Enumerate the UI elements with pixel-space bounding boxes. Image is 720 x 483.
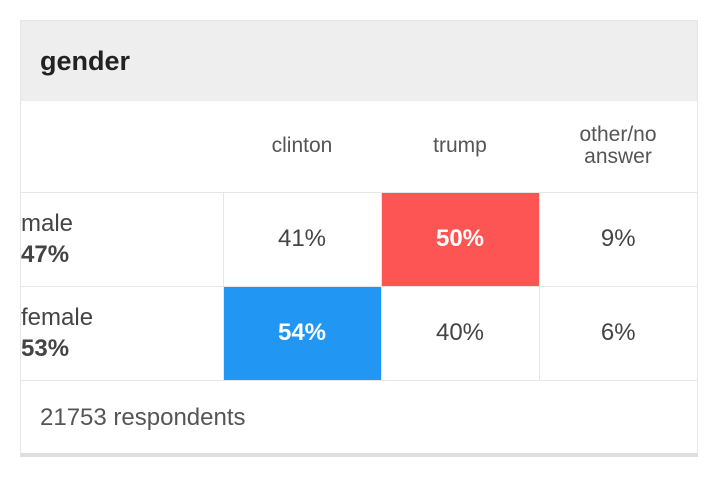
table-row: male 47% 41% 50% 9% (21, 191, 697, 287)
respondents-count: 21753 respondents (40, 404, 246, 431)
results-table: clinton trump other/no answer male 47% 4… (21, 101, 697, 381)
cell-female-trump: 40% (380, 285, 540, 381)
row-label-female: female 53% (21, 285, 224, 381)
table-header-row: clinton trump other/no answer (21, 101, 697, 193)
cell-male-other: 9% (538, 191, 697, 287)
column-header-clinton: clinton (223, 101, 381, 193)
exit-poll-card: gender clinton trump other/no answer mal… (20, 20, 698, 457)
cell-male-clinton: 41% (222, 191, 382, 287)
card-title: gender (40, 45, 131, 76)
cell-female-clinton: 54% (222, 285, 382, 381)
cell-male-trump: 50% (380, 191, 540, 287)
row-label-text: male (21, 210, 74, 237)
row-share: 47% (21, 241, 70, 268)
column-header-other: other/no answer (539, 101, 697, 193)
column-header-other-label: other/no answer (579, 123, 657, 169)
column-header-trump: trump (381, 101, 539, 193)
row-label-male: male 47% (21, 191, 224, 287)
row-label-text: female (21, 304, 94, 331)
corner-cell (21, 101, 223, 193)
table-row: female 53% 54% 40% 6% (21, 285, 697, 381)
row-share: 53% (21, 335, 70, 362)
card-header: gender (21, 21, 697, 101)
cell-female-other: 6% (538, 285, 697, 381)
